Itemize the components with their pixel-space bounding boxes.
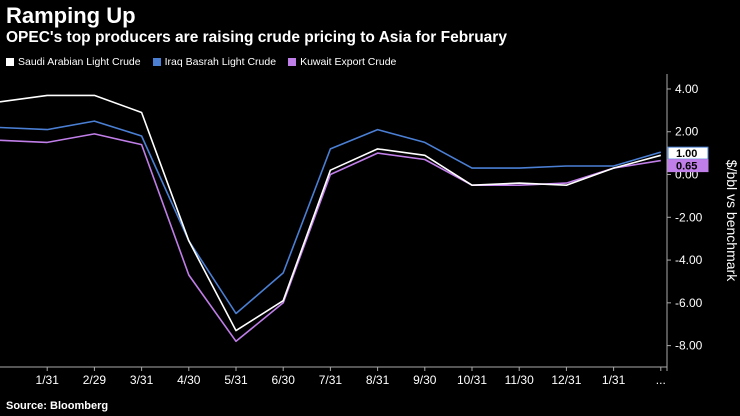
series-line-saudi-arabian-light-crude: [0, 94, 662, 332]
last-value-badge: [667, 159, 709, 173]
legend-label-saudi: Saudi Arabian Light Crude: [18, 56, 141, 68]
legend-label-kuwait: Kuwait Export Crude: [300, 56, 397, 68]
legend-item-saudi: Saudi Arabian Light Crude: [6, 56, 141, 68]
x-tick-label: 2/29: [83, 373, 107, 387]
legend-swatch-saudi: [6, 58, 14, 66]
x-tick-label: 1/31: [602, 373, 626, 387]
x-tick-label: 10/31: [457, 373, 487, 387]
legend-label-iraq: Iraq Basrah Light Crude: [164, 56, 277, 68]
x-tick-label: 11/30: [505, 373, 534, 387]
x-tick-label: 7/31: [319, 373, 343, 387]
y-tick-label: 2.00: [675, 125, 699, 139]
y-tick-label: -2.00: [675, 210, 703, 224]
legend-swatch-kuwait: [288, 58, 297, 66]
x-tick-label: 9/30: [413, 373, 437, 387]
x-tick-label: 3/31: [130, 373, 154, 387]
y-tick-label: -8.00: [675, 339, 703, 353]
series-line-iraq-basrah-light-crude: [0, 120, 662, 315]
y-axis-title: $/bbl vs benchmark: [724, 160, 740, 282]
chart-title: Ramping Up: [6, 3, 136, 28]
x-tick-label: 12/31: [551, 373, 581, 387]
x-tick-label: 5/31: [224, 373, 248, 387]
legend: Saudi Arabian Light Crude Iraq Basrah Li…: [6, 56, 396, 68]
last-value-label: 1.00: [676, 148, 697, 160]
x-tick-label: ...: [656, 373, 666, 387]
chart-subtitle: OPEC's top producers are raising crude p…: [6, 29, 507, 46]
source-note: Source: Bloomberg: [6, 400, 109, 412]
legend-swatch-iraq: [152, 58, 161, 66]
y-tick-label: -4.00: [675, 253, 703, 267]
x-tick-label: 1/31: [36, 373, 60, 387]
x-tick-label: 6/30: [272, 373, 296, 387]
legend-item-kuwait: Kuwait Export Crude: [288, 56, 396, 68]
last-value-label: 0.65: [676, 161, 697, 173]
legend-item-iraq: Iraq Basrah Light Crude: [152, 56, 277, 68]
y-tick-label: 4.00: [675, 82, 699, 96]
y-tick-label: -6.00: [675, 296, 703, 310]
x-tick-label: 4/30: [177, 373, 201, 387]
series-line-kuwait-export-crude: [0, 133, 661, 343]
x-tick-label: 8/31: [366, 373, 390, 387]
